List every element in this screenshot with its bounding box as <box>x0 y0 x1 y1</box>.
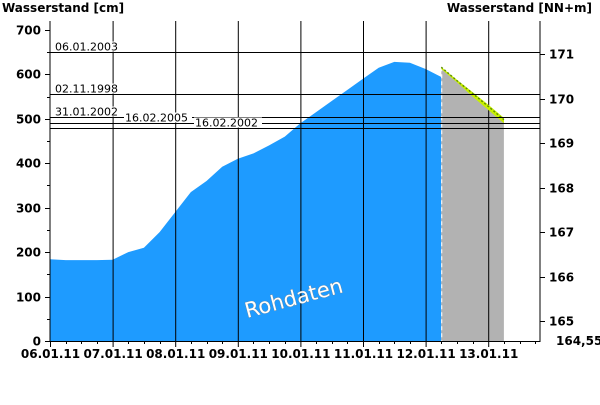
reference-label-bg <box>54 106 122 117</box>
reference-label-bg <box>54 83 122 94</box>
reference-label-bg <box>54 41 122 52</box>
y-left-tick-label: 600 <box>16 68 41 82</box>
y-right-tick-label: 168 <box>549 182 574 196</box>
reference-label: 16.02.2002 <box>195 117 258 130</box>
y-left-tick-label: 500 <box>16 113 41 127</box>
y-left-tick-label: 0 <box>33 335 41 349</box>
y-right-tick-label: 171 <box>549 48 574 62</box>
y-right-tick-label: 167 <box>549 226 574 240</box>
y-right-bottom-label: 164,55 <box>556 334 600 348</box>
x-tick-label: 13.01.11 <box>459 347 518 361</box>
reference-label: 16.02.2005 <box>125 112 188 125</box>
measured-area <box>50 61 442 342</box>
reference-label: 31.01.2002 <box>55 106 118 119</box>
y-left-tick-label: 700 <box>16 24 41 38</box>
x-tick-label: 11.01.11 <box>334 347 393 361</box>
y-left-tick-label: 200 <box>16 246 41 260</box>
reference-label-bg <box>124 112 192 123</box>
reference-label: 02.11.1998 <box>55 83 118 96</box>
y-right-tick-label: 165 <box>549 315 574 329</box>
right-axis-label: Wasserstand [NN+m] <box>447 1 592 15</box>
y-right-tick-label: 170 <box>549 93 574 107</box>
reference-label-bg <box>194 117 262 128</box>
x-tick-label: 09.01.11 <box>209 347 268 361</box>
y-left-tick-label: 300 <box>16 202 41 216</box>
x-tick-label: 08.01.11 <box>146 347 205 361</box>
x-tick-label: 12.01.11 <box>396 347 455 361</box>
x-tick-label: 07.01.11 <box>83 347 142 361</box>
y-left-tick-label: 100 <box>16 291 41 305</box>
left-axis-label: Wasserstand [cm] <box>2 1 124 15</box>
reference-label: 06.01.2003 <box>55 41 118 54</box>
x-tick-label: 10.01.11 <box>271 347 330 361</box>
y-right-tick-label: 166 <box>549 271 574 285</box>
x-tick-label: 06.01.11 <box>21 347 80 361</box>
y-right-tick-label: 169 <box>549 137 574 151</box>
forecast-line <box>440 66 505 121</box>
y-left-tick-label: 400 <box>16 157 41 171</box>
